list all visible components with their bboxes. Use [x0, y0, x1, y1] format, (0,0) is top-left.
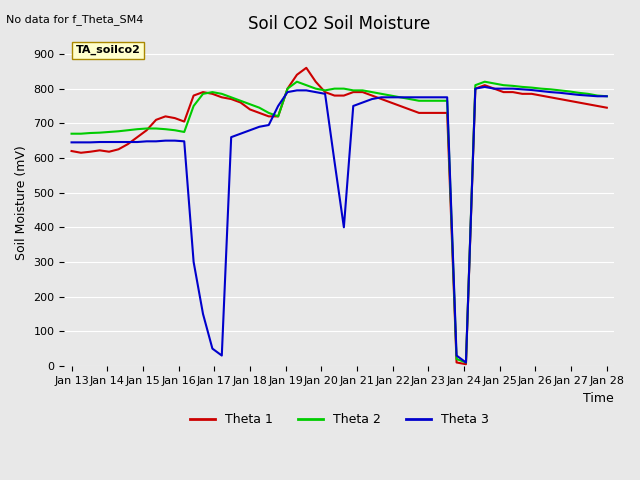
Y-axis label: Soil Moisture (mV): Soil Moisture (mV) — [15, 145, 28, 260]
Legend: Theta 1, Theta 2, Theta 3: Theta 1, Theta 2, Theta 3 — [185, 408, 493, 432]
X-axis label: Time: Time — [583, 392, 614, 405]
Text: TA_soilco2: TA_soilco2 — [76, 45, 140, 55]
Title: Soil CO2 Soil Moisture: Soil CO2 Soil Moisture — [248, 15, 430, 33]
Text: No data for f_Theta_SM4: No data for f_Theta_SM4 — [6, 14, 144, 25]
